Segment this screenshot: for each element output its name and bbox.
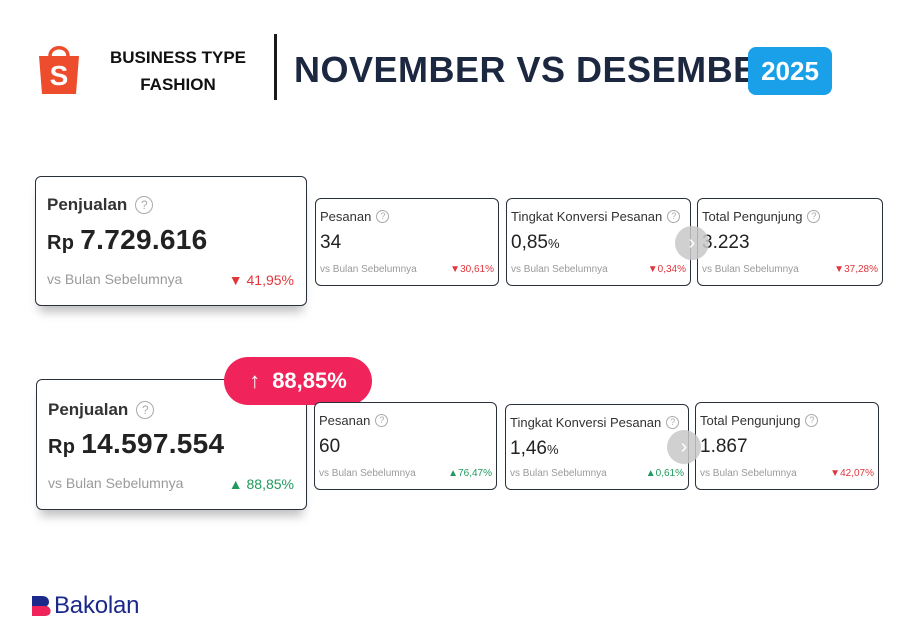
help-icon[interactable]: ? xyxy=(375,414,389,427)
metric-card-orders-december: Pesanan ? 60 vs Bulan Sebelumnya ▲76,47% xyxy=(314,402,497,490)
delta-badge: ▼42,07% xyxy=(830,468,874,479)
delta-value: 0,34% xyxy=(657,264,686,275)
metric-unit: % xyxy=(546,442,559,457)
metric-value: 3.223 xyxy=(702,232,750,253)
delta-badge: ▼37,28% xyxy=(834,264,878,275)
metric-label: Total Pengunjung ? xyxy=(700,413,819,428)
metric-value: 60 xyxy=(319,436,341,457)
delta-value: 41,95% xyxy=(246,272,294,288)
up-arrow-icon: ▲ xyxy=(228,476,243,492)
delta-badge: ▼0,34% xyxy=(648,264,686,275)
up-arrow-icon: ▲ xyxy=(448,468,459,479)
metric-label: Total Pengunjung ? xyxy=(702,209,821,224)
down-arrow-icon: ▼ xyxy=(228,272,243,288)
currency: Rp xyxy=(47,232,75,254)
delta-value: 0,61% xyxy=(655,468,684,479)
delta-value: 42,07% xyxy=(840,468,874,479)
sales-value: Rp 7.729.616 xyxy=(47,224,208,256)
delta-badge: ▼ 41,95% xyxy=(229,272,294,288)
metric-label-text: Pesanan xyxy=(320,209,372,224)
down-arrow-icon: ▼ xyxy=(647,264,658,275)
comparison-text: vs Bulan Sebelumnya xyxy=(48,475,184,491)
page-title: NOVEMBER VS DESEMBER xyxy=(294,49,785,90)
metric-number: 0,85 xyxy=(511,232,548,253)
comparison-text: vs Bulan Sebelumnya xyxy=(47,271,183,287)
help-icon[interactable]: ? xyxy=(807,210,821,223)
help-icon[interactable]: ? xyxy=(376,210,390,223)
metric-unit: % xyxy=(547,236,560,251)
carousel-next-button[interactable]: › xyxy=(667,430,701,464)
svg-text:S: S xyxy=(50,60,69,91)
down-arrow-icon: ▼ xyxy=(830,468,841,479)
delta-value: 88,85% xyxy=(246,476,294,492)
up-arrow-icon: ▲ xyxy=(645,468,656,479)
bakolan-logo: Bakolan xyxy=(30,592,140,620)
delta-value: 76,47% xyxy=(458,468,492,479)
sales-label-text: Penjualan xyxy=(47,195,128,214)
metric-value: 1.867 xyxy=(700,436,748,457)
sales-amount: 14.597.554 xyxy=(81,428,225,459)
arrow-up-icon: ↑ xyxy=(249,368,261,393)
metric-label: Tingkat Konversi Pesanan ? xyxy=(510,415,680,430)
metric-label-text: Tingkat Konversi Pesanan xyxy=(511,209,663,224)
business-type-value: FASHION xyxy=(140,75,216,94)
delta-badge: ▼30,61% xyxy=(450,264,494,275)
comparison-text: vs Bulan Sebelumnya xyxy=(319,468,416,479)
sales-label-text: Penjualan xyxy=(48,400,129,419)
help-icon[interactable]: ? xyxy=(136,401,155,419)
metric-card-conversion-december: Tingkat Konversi Pesanan ? 1,46% vs Bula… xyxy=(505,404,689,490)
comparison-text: vs Bulan Sebelumnya xyxy=(511,264,608,275)
growth-badge: ↑ 88,85% xyxy=(224,357,372,405)
sales-amount: 7.729.616 xyxy=(80,224,208,255)
sales-card-november: Penjualan ? Rp 7.729.616 vs Bulan Sebelum… xyxy=(35,176,307,306)
help-icon[interactable]: ? xyxy=(666,416,680,429)
help-icon[interactable]: ? xyxy=(805,414,819,427)
sales-label: Penjualan ? xyxy=(47,195,154,215)
brand-wordmark: Bakolan xyxy=(54,592,140,619)
currency: Rp xyxy=(48,436,76,458)
metric-label: Pesanan ? xyxy=(319,413,389,428)
metric-number: 1,46 xyxy=(510,438,547,459)
metric-label: Pesanan ? xyxy=(320,209,390,224)
business-type-label: BUSINESS TYPE xyxy=(109,48,247,67)
sales-value: Rp 14.597.554 xyxy=(48,428,224,460)
business-type: BUSINESS TYPE FASHION xyxy=(104,44,252,98)
comparison-text: vs Bulan Sebelumnya xyxy=(700,468,797,479)
help-icon[interactable]: ? xyxy=(667,210,681,223)
metric-card-visitors-december: Total Pengunjung ? 1.867 vs Bulan Sebelu… xyxy=(695,402,879,490)
delta-value: 37,28% xyxy=(844,264,878,275)
sales-label: Penjualan ? xyxy=(48,400,155,420)
comparison-text: vs Bulan Sebelumnya xyxy=(702,264,799,275)
year-badge: 2025 xyxy=(748,47,832,95)
comparison-text: vs Bulan Sebelumnya xyxy=(510,468,607,479)
metric-value: 1,46% xyxy=(510,438,559,460)
down-arrow-icon: ▼ xyxy=(450,264,461,275)
metric-card-conversion-november: Tingkat Konversi Pesanan ? 0,85% vs Bula… xyxy=(506,198,691,286)
metric-card-visitors-november: Total Pengunjung ? 3.223 vs Bulan Sebelu… xyxy=(697,198,883,286)
delta-badge: ▲76,47% xyxy=(448,468,492,479)
help-icon[interactable]: ? xyxy=(135,196,154,214)
header-divider xyxy=(274,34,277,100)
down-arrow-icon: ▼ xyxy=(834,264,845,275)
carousel-next-button[interactable]: › xyxy=(675,226,709,260)
metric-value: 34 xyxy=(320,232,342,253)
bakolan-mark-icon xyxy=(32,596,51,616)
metric-label-text: Pesanan xyxy=(319,413,371,428)
metric-label-text: Total Pengunjung xyxy=(702,209,803,224)
delta-badge: ▲0,61% xyxy=(646,468,684,479)
shopee-bag-icon: S xyxy=(39,46,79,94)
metric-card-orders-november: Pesanan ? 34 vs Bulan Sebelumnya ▼30,61% xyxy=(315,198,499,286)
delta-badge: ▲ 88,85% xyxy=(229,476,294,492)
metric-label-text: Tingkat Konversi Pesanan xyxy=(510,415,662,430)
comparison-text: vs Bulan Sebelumnya xyxy=(320,264,417,275)
growth-value: 88,85% xyxy=(272,368,347,393)
metric-value: 0,85% xyxy=(511,232,560,254)
metric-label: Tingkat Konversi Pesanan ? xyxy=(511,209,681,224)
delta-value: 30,61% xyxy=(460,264,494,275)
metric-label-text: Total Pengunjung xyxy=(700,413,801,428)
